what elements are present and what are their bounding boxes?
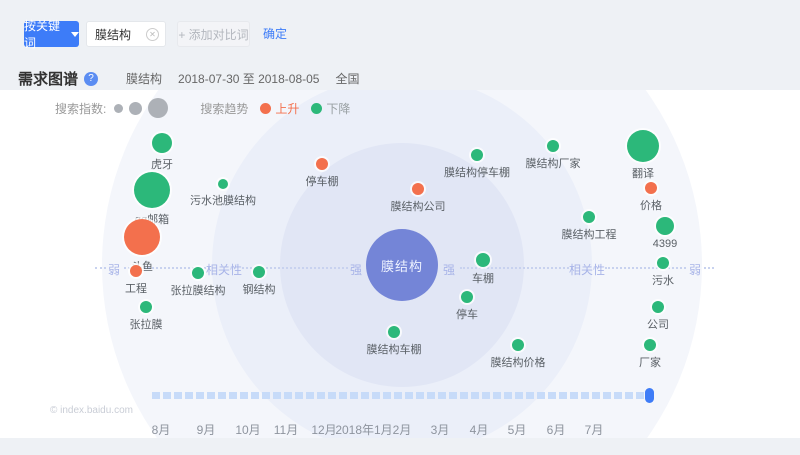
- bubble-label: 车棚: [472, 273, 494, 285]
- month-label[interactable]: 9月: [196, 423, 216, 437]
- center-keyword-bubble[interactable]: 膜结构: [366, 229, 438, 301]
- month-label[interactable]: 8月: [151, 423, 171, 437]
- axis-label: 强: [442, 263, 456, 277]
- header-date-range: 2018-07-30 至 2018-08-05: [178, 72, 320, 86]
- clear-icon[interactable]: [146, 27, 159, 41]
- trend-up-icon: [260, 102, 272, 114]
- bubble-停车[interactable]: [461, 291, 473, 303]
- bubble-label: 虎牙: [151, 159, 173, 171]
- month-label[interactable]: 3月: [430, 423, 450, 437]
- trend-up-label: 上升: [275, 101, 300, 116]
- axis-dotted-line: [460, 267, 573, 269]
- month-label[interactable]: 10月: [235, 423, 261, 437]
- axis-label: 相关性: [205, 263, 243, 277]
- bubble-污水[interactable]: [657, 257, 669, 269]
- bubble-公司[interactable]: [652, 301, 664, 313]
- bubble-价格[interactable]: [645, 182, 657, 194]
- bubble-4399[interactable]: [656, 217, 674, 235]
- legend-trend-label: 搜索趋势: [200, 101, 249, 116]
- bubble-label: 膜结构车棚: [366, 344, 422, 356]
- bubble-label: 翻译: [632, 168, 654, 180]
- bubble-label: 膜结构公司: [390, 201, 446, 213]
- bubble-label: 价格: [640, 200, 662, 212]
- bubble-斗鱼[interactable]: [124, 219, 160, 255]
- trend-down-icon: [311, 102, 323, 114]
- bubble-虎牙[interactable]: [152, 133, 172, 153]
- bubble-label: 污水池膜结构: [190, 195, 256, 207]
- keyword-filter-label: 按关键词: [24, 19, 61, 50]
- legend: 搜索指数: 搜索趋势 上升 下降: [55, 98, 351, 118]
- bubble-label: 停车棚: [305, 176, 339, 188]
- bubble-膜结构车棚[interactable]: [388, 326, 400, 338]
- page-title: 需求图谱: [18, 71, 79, 88]
- size-medium-icon: [129, 101, 143, 115]
- size-small-icon: [114, 103, 124, 113]
- month-label[interactable]: 12月: [311, 423, 337, 437]
- axis-label: 相关性: [568, 263, 606, 277]
- help-icon[interactable]: ?: [84, 71, 99, 86]
- bubble-qq邮箱[interactable]: [134, 172, 170, 208]
- trend-down-label: 下降: [326, 101, 351, 116]
- month-label[interactable]: 2018年1月: [335, 423, 393, 437]
- header-keyword: 膜结构: [126, 72, 163, 86]
- axis-dotted-line: [95, 267, 106, 269]
- bubble-膜结构停车棚[interactable]: [471, 149, 483, 161]
- watermark: © index.baidu.com: [50, 405, 133, 416]
- bubble-膜结构价格[interactable]: [512, 339, 524, 351]
- month-label[interactable]: 4月: [469, 423, 489, 437]
- bubble-钢结构[interactable]: [253, 266, 265, 278]
- bubble-label: 膜结构工程: [561, 229, 617, 241]
- bubble-label: 膜结构停车棚: [444, 167, 510, 179]
- axis-label: 弱: [107, 263, 121, 277]
- bubble-膜结构厂家[interactable]: [547, 140, 559, 152]
- month-label[interactable]: 2月: [392, 423, 412, 437]
- axis-dotted-line: [605, 267, 686, 269]
- bubble-张拉膜结构[interactable]: [192, 267, 204, 279]
- keyword-input-value: 膜结构: [95, 27, 132, 42]
- month-label[interactable]: 7月: [584, 423, 604, 437]
- bubble-厂家[interactable]: [644, 339, 656, 351]
- month-label[interactable]: 6月: [546, 423, 566, 437]
- header: 需求图谱 ? 膜结构 2018-07-30 至 2018-08-05 全国: [18, 68, 359, 89]
- bubble-label: 钢结构: [242, 284, 276, 296]
- bubble-label: 厂家: [639, 357, 661, 369]
- caret-down-icon: [71, 31, 79, 37]
- bubble-label: 工程: [125, 283, 147, 295]
- bubble-张拉膜[interactable]: [140, 301, 152, 313]
- month-label[interactable]: 11月: [273, 423, 299, 437]
- keyword-input[interactable]: 膜结构: [86, 21, 166, 47]
- bubble-label: 公司: [647, 319, 669, 331]
- confirm-button[interactable]: 确定: [263, 27, 288, 41]
- bubble-label: 停车: [456, 309, 478, 321]
- axis-dotted-line: [242, 267, 348, 269]
- bubble-label: 4399: [652, 238, 678, 250]
- axis-label: 弱: [688, 263, 702, 277]
- bubble-label: 张拉膜结构: [170, 285, 226, 297]
- bubble-翻译[interactable]: [627, 130, 659, 162]
- bubble-污水池膜结构[interactable]: [218, 179, 228, 189]
- axis-dotted-line: [704, 267, 714, 269]
- size-large-icon: [148, 98, 169, 118]
- bubble-停车棚[interactable]: [316, 158, 328, 170]
- bubble-车棚[interactable]: [476, 253, 490, 267]
- month-label[interactable]: 5月: [507, 423, 527, 437]
- bubble-膜结构工程[interactable]: [583, 211, 595, 223]
- bubble-工程[interactable]: [130, 265, 142, 277]
- axis-label: 强: [349, 263, 363, 277]
- add-compare-button[interactable]: + 添加对比词: [177, 21, 250, 47]
- bubble-label: 污水: [652, 275, 674, 287]
- bubble-膜结构公司[interactable]: [412, 183, 424, 195]
- timeline-track[interactable]: [152, 392, 650, 399]
- axis-dotted-line: [124, 267, 210, 269]
- bubble-label: 张拉膜: [129, 319, 163, 331]
- timeline-slider-handle[interactable]: [645, 388, 654, 403]
- header-region: 全国: [335, 72, 360, 86]
- bubble-label: 膜结构厂家: [525, 158, 581, 170]
- bubble-label: 膜结构价格: [490, 357, 546, 369]
- keyword-filter-button[interactable]: 按关键词: [24, 19, 79, 50]
- legend-size-label: 搜索指数:: [55, 101, 107, 116]
